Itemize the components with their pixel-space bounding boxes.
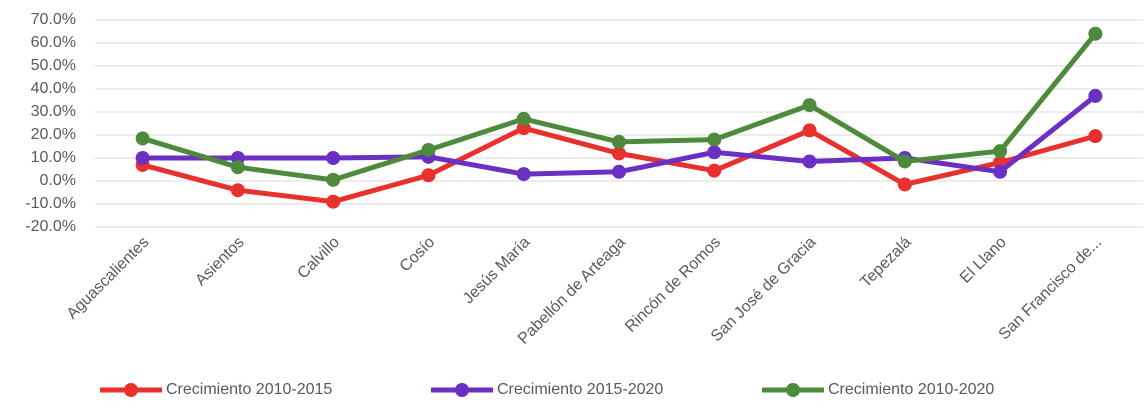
legend-label: Crecimiento 2010-2020 (828, 381, 994, 398)
point (326, 151, 341, 165)
point (326, 194, 341, 209)
point (421, 142, 436, 157)
point (612, 134, 626, 149)
x-tick-label: Cosío (397, 234, 439, 276)
point (897, 177, 912, 192)
point (612, 164, 626, 179)
point (707, 145, 722, 160)
y-tick-label: 30.0% (31, 103, 76, 120)
x-tick-label: Tepezalá (857, 234, 914, 291)
x-tick-label: Rincón de Romos (622, 234, 724, 336)
x-tick-label: Aguascalientes (64, 234, 153, 323)
point (802, 154, 817, 169)
legend-marker (455, 383, 469, 397)
point (802, 123, 817, 138)
x-tick-label: Jesús María (460, 234, 534, 308)
point (707, 132, 722, 147)
y-tick-label: 50.0% (31, 57, 76, 74)
legend-marker (786, 383, 800, 397)
x-tick-label: El Llano (957, 234, 1010, 287)
y-tick-label: 10.0% (31, 149, 76, 166)
y-tick-label: 20.0% (31, 126, 76, 143)
legend-label: Crecimiento 2015-2020 (497, 381, 663, 398)
point (230, 160, 245, 175)
point (993, 164, 1008, 179)
x-tick-label: San Francisco de... (996, 234, 1106, 344)
x-tick-label: Asientos (192, 234, 247, 289)
point (421, 168, 436, 183)
point (1088, 129, 1103, 144)
x-tick-label: Calvillo (295, 234, 344, 283)
point (516, 111, 531, 126)
point (135, 131, 150, 146)
point (326, 172, 341, 187)
point (1088, 88, 1103, 103)
y-tick-label: -20.0% (25, 218, 76, 235)
point (516, 167, 531, 182)
y-tick-label: 60.0% (31, 34, 76, 51)
point (993, 144, 1008, 159)
y-tick-label: 70.0% (31, 11, 76, 28)
legend-label: Crecimiento 2010-2015 (166, 381, 332, 398)
point (707, 163, 722, 178)
y-tick-label: -10.0% (25, 195, 76, 212)
y-tick-label: 40.0% (31, 80, 76, 97)
point (135, 151, 150, 165)
point (897, 154, 912, 169)
point (802, 98, 817, 113)
point (230, 183, 245, 198)
x-tick-label: Pabellón de Arteaga (515, 234, 629, 348)
point (612, 146, 626, 161)
point (1088, 26, 1103, 41)
x-tick-label: San José de Gracia (708, 234, 819, 345)
legend-marker (124, 383, 138, 397)
y-tick-label: 0.0% (40, 172, 76, 189)
